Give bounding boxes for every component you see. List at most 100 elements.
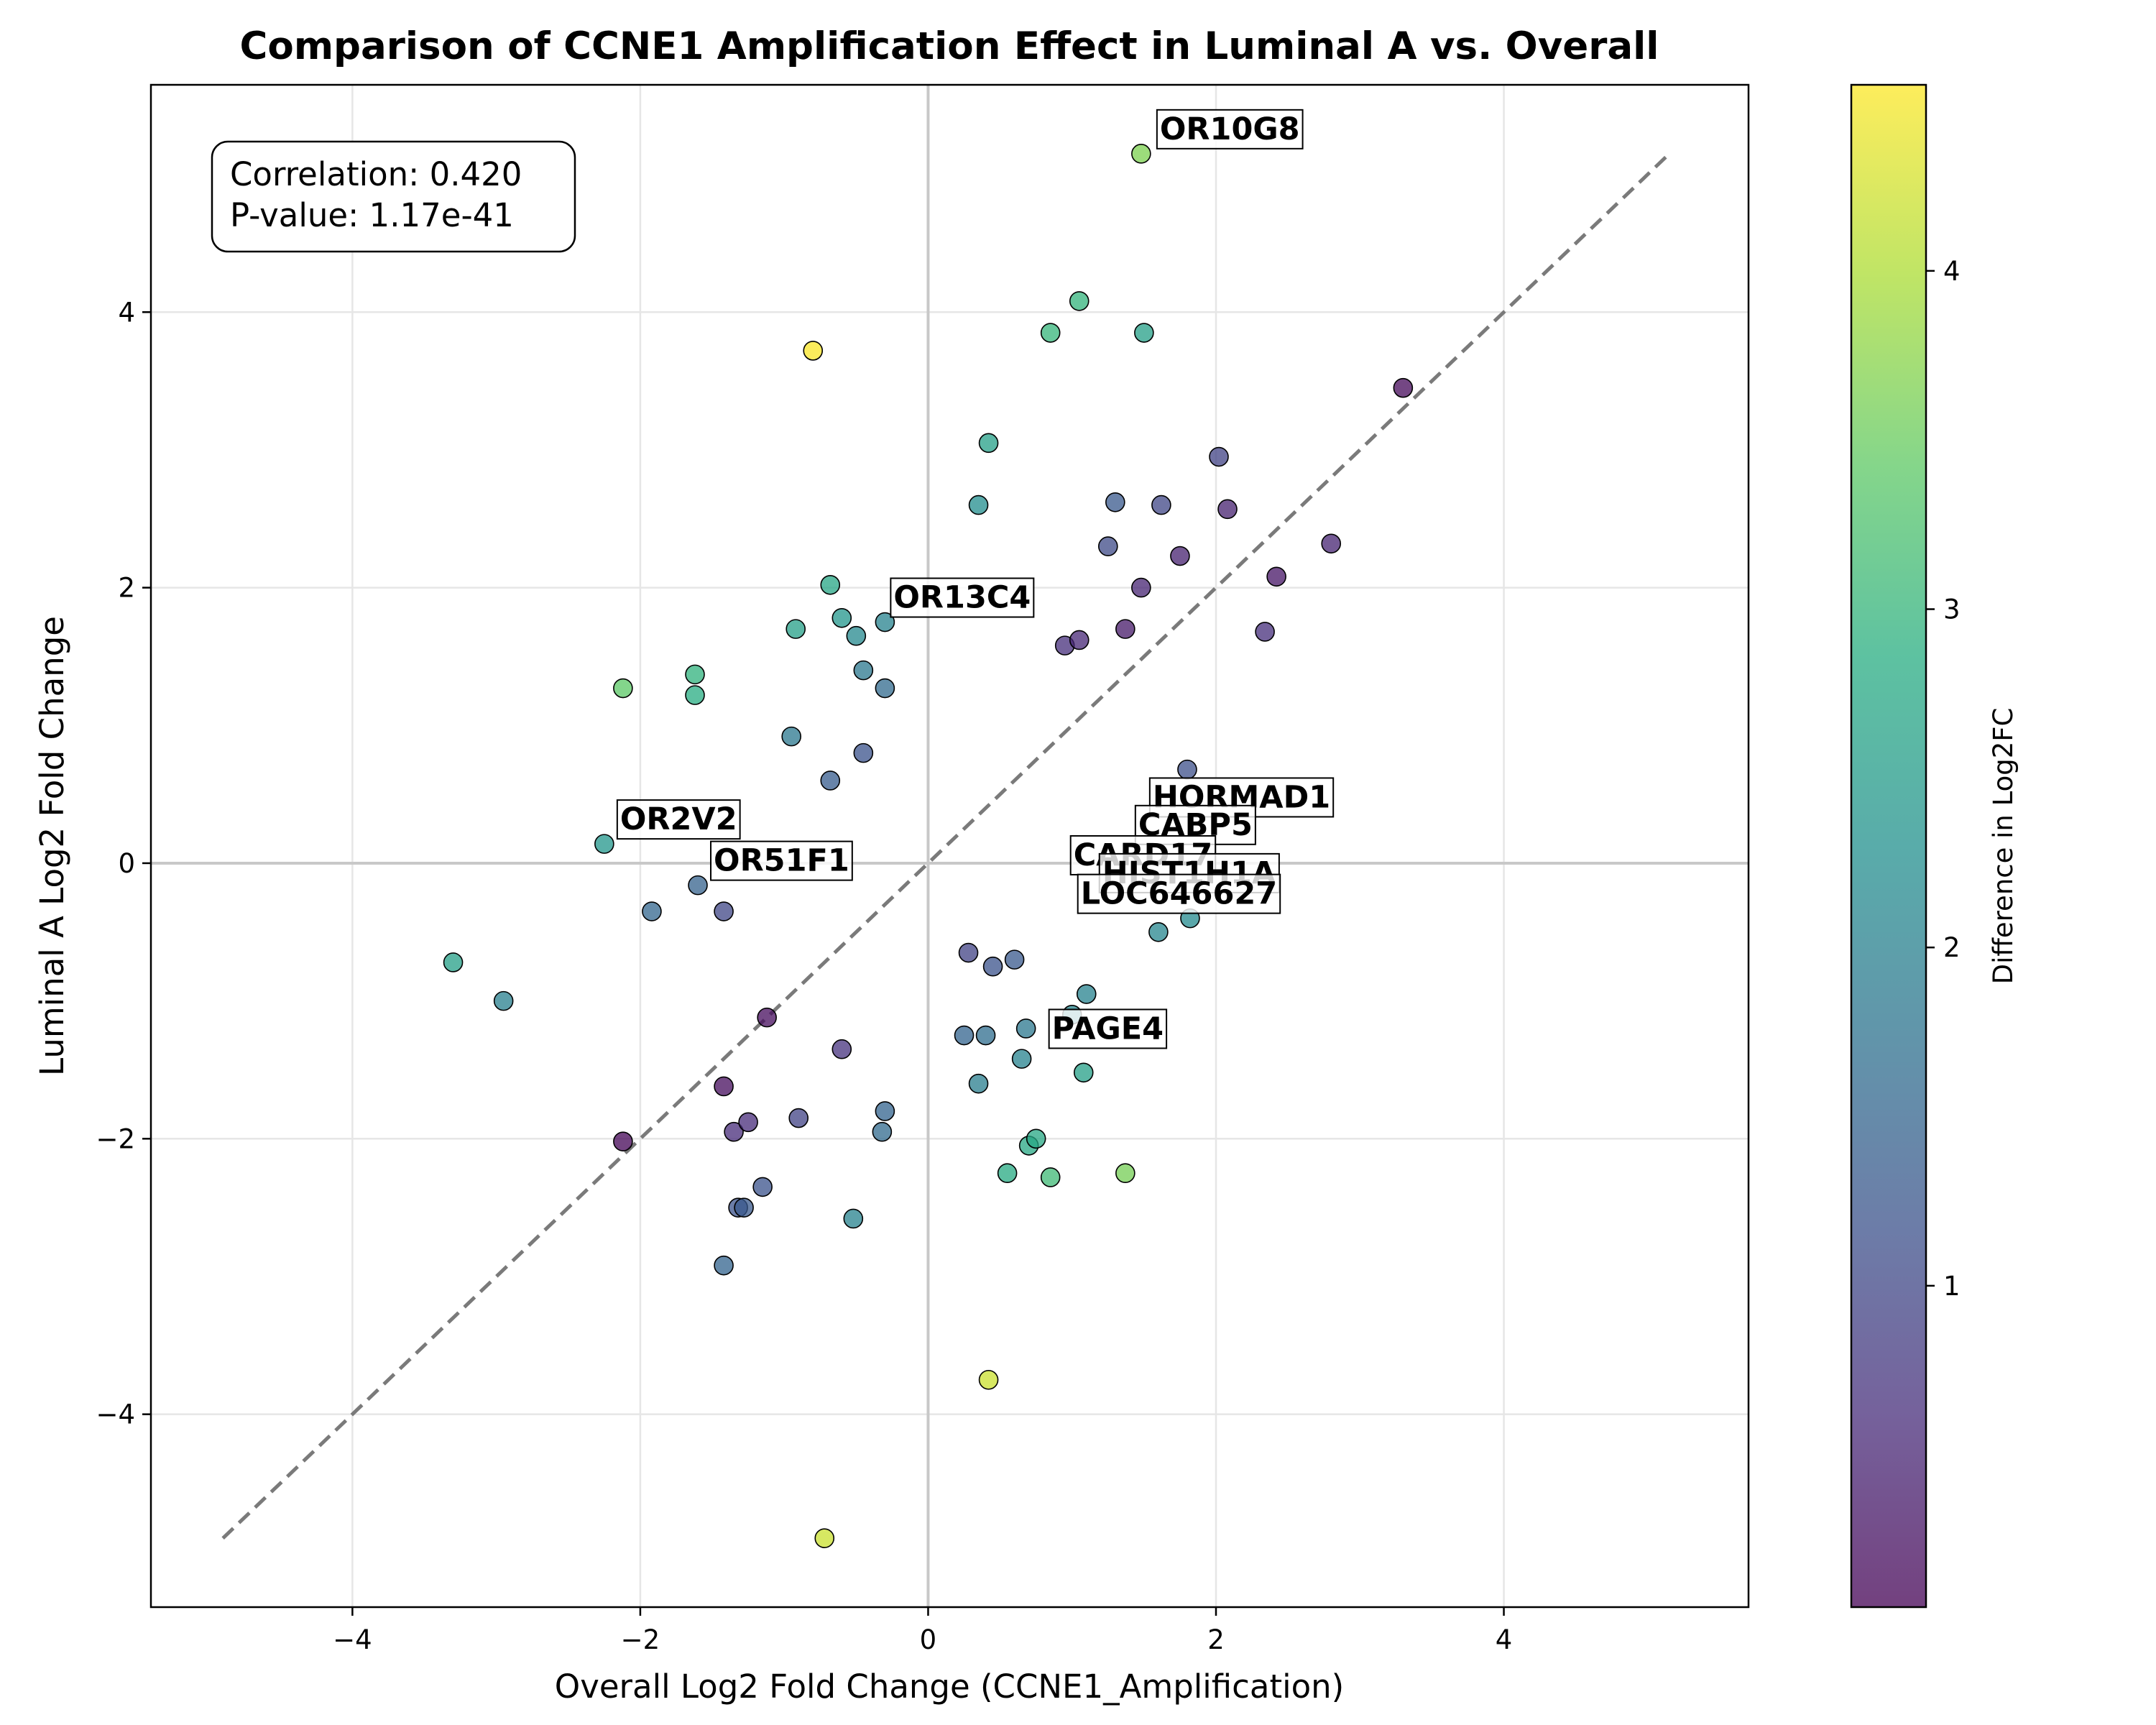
data-point [1004, 949, 1025, 970]
data-point [1040, 1167, 1061, 1187]
data-point [978, 1369, 999, 1390]
data-point [685, 685, 705, 705]
colorbar-tick-label: 2 [1943, 932, 1961, 963]
y-axis-ticks: −4 −2 0 2 4 [96, 297, 151, 1430]
data-point [853, 660, 874, 681]
data-point [1115, 619, 1135, 639]
data-point [1393, 377, 1414, 398]
colorbar-tick-label: 4 [1943, 256, 1961, 287]
x-axis-ticks: −4 −2 0 2 4 [333, 1607, 1512, 1655]
zero-lines [151, 85, 1749, 1607]
x-tick-label: 0 [920, 1624, 937, 1655]
data-point [1097, 536, 1118, 556]
y-tick-label: −4 [96, 1399, 135, 1430]
gene-label-box [1156, 109, 1304, 150]
y-axis-label: Luminal A Log2 Fold Change [33, 616, 71, 1076]
y-tick-label: −2 [96, 1123, 135, 1154]
data-point [997, 1163, 1018, 1184]
data-point [1134, 323, 1154, 343]
gene-label: OR51F1 [710, 840, 853, 881]
data-point [1255, 622, 1275, 642]
data-point [752, 1177, 773, 1197]
data-point [781, 726, 802, 747]
gene-label: PAGE4 [1048, 1008, 1168, 1049]
data-point [872, 1121, 893, 1142]
data-point [738, 1112, 758, 1133]
data-point [968, 494, 989, 515]
colorbar-tick-label: 1 [1943, 1271, 1961, 1302]
stats-pvalue: P-value: 1.17e-41 [230, 196, 514, 234]
gene-label-text: PAGE4 [1052, 1011, 1164, 1046]
gene-label-text: OR10G8 [1160, 111, 1300, 147]
data-point [954, 1025, 975, 1046]
gene-label: OR10G8 [1156, 109, 1304, 150]
data-point [1131, 577, 1151, 598]
gene-label-box [710, 840, 853, 881]
colorbar-label: Difference in Log2FC [1988, 708, 2019, 985]
stats-correlation: Correlation: 0.420 [230, 155, 522, 193]
data-point [875, 1101, 895, 1121]
data-point [982, 956, 1003, 977]
gene-label-text: LOC646627 [1081, 876, 1278, 912]
gene-label-box [1077, 873, 1281, 914]
x-axis-label: Overall Log2 Fold Change (CCNE1_Amplific… [555, 1668, 1344, 1706]
gene-annotations: OR10G8OR13C4OR2V2OR51F1HORMAD1CABP5CARD1… [616, 109, 1335, 1049]
data-point [757, 1007, 777, 1028]
x-tick-label: 2 [1207, 1624, 1225, 1655]
data-point [968, 1073, 989, 1094]
data-point [803, 341, 824, 361]
data-point [1266, 566, 1286, 587]
data-point [1069, 630, 1089, 650]
data-point [1105, 492, 1125, 512]
data-point [1026, 1128, 1046, 1149]
data-point [724, 1121, 744, 1142]
data-point [975, 1025, 996, 1046]
chart-title: Comparison of CCNE1 Amplification Effect… [240, 24, 1659, 68]
data-point [958, 942, 979, 963]
data-point [875, 678, 895, 699]
gene-label-box [616, 799, 741, 840]
y-tick-label: 4 [118, 297, 135, 328]
data-point [613, 1131, 633, 1151]
data-point [1170, 546, 1190, 566]
data-point [1115, 1163, 1135, 1184]
data-point [788, 1108, 809, 1128]
data-point [443, 952, 464, 972]
data-point [814, 1528, 835, 1548]
data-point [978, 433, 999, 454]
data-point [831, 607, 852, 628]
data-point [714, 1255, 734, 1276]
data-point [1148, 921, 1169, 942]
gene-label-text: OR2V2 [620, 801, 737, 837]
data-point [875, 612, 895, 632]
gene-label: LOC646627 [1077, 873, 1281, 914]
data-point [786, 619, 806, 639]
data-point [843, 1208, 864, 1229]
data-point [1177, 759, 1197, 780]
data-point [853, 742, 874, 763]
colorbar-ticks: 1 2 3 4 [1926, 256, 1961, 1302]
data-point [1015, 1018, 1036, 1039]
y-tick-label: 0 [118, 848, 135, 879]
data-point [688, 875, 708, 896]
data-point [1076, 984, 1097, 1004]
data-point [493, 990, 514, 1011]
gene-label-text: OR51F1 [714, 843, 849, 879]
plot-frame [149, 83, 1750, 1609]
data-point [1040, 323, 1061, 343]
x-tick-label: −4 [333, 1624, 372, 1655]
data-point [1069, 291, 1089, 311]
colorbar-tick-label: 3 [1943, 594, 1961, 625]
data-point [1011, 1049, 1032, 1069]
data-point [734, 1197, 754, 1218]
colorbar: 1 2 3 4 Difference in Log2FC [1850, 83, 2019, 1609]
data-point [613, 678, 633, 699]
data-point [685, 664, 705, 685]
data-point [714, 1076, 734, 1097]
stats-box: Correlation: 0.420 P-value: 1.17e-41 [211, 140, 576, 253]
data-point [1209, 446, 1229, 467]
data-point [1131, 144, 1151, 164]
data-point [846, 625, 867, 646]
data-point [1073, 1062, 1094, 1083]
